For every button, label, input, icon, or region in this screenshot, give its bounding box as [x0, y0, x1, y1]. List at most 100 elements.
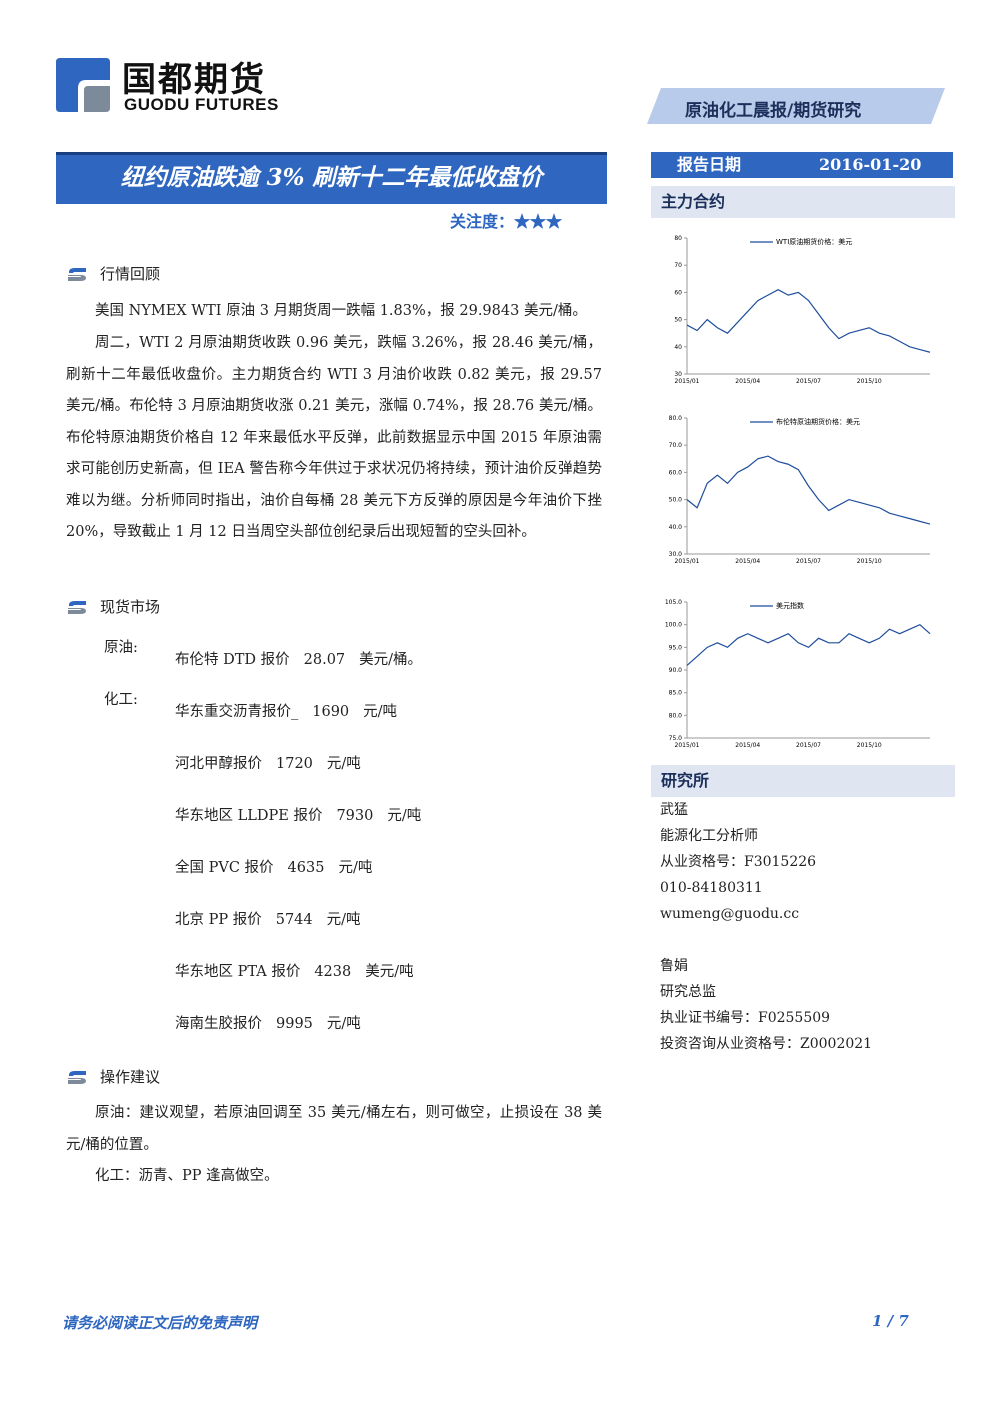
x-tick-label: 2015/01 [675, 742, 700, 749]
paragraph: 周二，WTI 2 月原油期货收跌 0.96 美元，跌幅 3.26%，报 28.4… [66, 335, 602, 540]
legend-label: 布伦特原油期货价格：美元 [776, 417, 860, 426]
y-tick-label: 100.0 [665, 622, 682, 629]
y-tick-label: 30.0 [669, 551, 683, 558]
legend-label: 美元指数 [776, 601, 804, 610]
y-tick-label: 60 [674, 289, 682, 296]
spot-unit: 元/吨 [387, 808, 422, 824]
spot-name: 华东地区 PTA 报价 [175, 964, 301, 980]
y-tick-label: 105.0 [665, 599, 682, 606]
paragraph: 化工：沥青、PP 逢高做空。 [95, 1168, 279, 1184]
spot-name: 华东重交沥青报价_ [175, 704, 299, 720]
y-tick-label: 70.0 [669, 442, 683, 449]
x-tick-label: 2015/07 [796, 742, 821, 749]
analyst-line: 投资咨询从业资格号：Z0002021 [660, 1036, 873, 1052]
disclaimer: 请务必阅读正文后的免责声明 [62, 1314, 258, 1332]
paragraph: 原油：建议观望，若原油回调至 35 美元/桶左右，则可做空，止损设在 38 美元… [66, 1105, 602, 1153]
date-label: 报告日期 [677, 155, 742, 174]
y-tick-label: 90.0 [669, 667, 683, 674]
x-tick-label: 2015/04 [735, 378, 760, 385]
section-title: 操作建议 [100, 1068, 161, 1086]
spot-unit: 美元/吨 [365, 964, 414, 980]
spot-unit: 元/吨 [326, 1016, 361, 1032]
x-tick-label: 2015/10 [857, 558, 882, 565]
title-bar [56, 152, 607, 204]
section-heading: 操作建议 [66, 1066, 160, 1087]
spot-name: 全国 PVC 报价 [175, 860, 274, 876]
date-bar: 报告日期 2016-01-20 [651, 152, 953, 178]
page-number: 1 / 7 [872, 1312, 909, 1330]
logo-en: GUODU FUTURES [124, 95, 279, 114]
x-tick-label: 2015/04 [735, 742, 760, 749]
analyst-line: 能源化工分析师 [660, 828, 758, 844]
analyst-line: wumeng@guodu.cc [660, 906, 800, 922]
analyst-line: 010-84180311 [660, 880, 763, 896]
y-tick-label: 95.0 [669, 644, 683, 651]
section-icon [68, 600, 86, 614]
section-icon [68, 1070, 86, 1084]
attention-stars: ★★★ [514, 212, 563, 231]
analyst-line: 武猛 [660, 802, 688, 818]
tag-shape [647, 88, 945, 124]
spot-label: 原油: [104, 640, 138, 656]
title: 纽约原油跌逾 3% 刷新十二年最低收盘价 [120, 164, 543, 191]
x-tick-label: 2015/10 [857, 742, 882, 749]
legend-label: WTI原油期货价格：美元 [776, 237, 852, 246]
paragraph: 美国 NYMEX WTI 原油 3 月期货周一跌幅 1.83%，报 29.984… [95, 303, 587, 319]
spot-price: 5744 [275, 912, 313, 928]
x-tick-label: 2015/07 [796, 558, 821, 565]
analyst-line: 执业证书编号：F0255509 [660, 1010, 831, 1026]
y-tick-label: 80.0 [669, 712, 683, 719]
y-tick-label: 60.0 [669, 469, 683, 476]
analyst-line: 鲁娟 [660, 958, 688, 974]
x-tick-label: 2015/04 [735, 558, 760, 565]
analyst-line: 从业资格号：F3015226 [660, 854, 817, 870]
spot-price: 28.07 [303, 652, 346, 668]
x-tick-label: 2015/01 [675, 558, 700, 565]
x-tick-label: 2015/07 [796, 378, 821, 385]
report-date: 2016-01-20 [819, 155, 922, 174]
spot-unit: 元/吨 [326, 912, 361, 928]
spot-name: 华东地区 LLDPE 报价 [175, 808, 323, 824]
spot-unit: 美元/桶。 [359, 652, 423, 668]
spot-label: 化工: [104, 692, 138, 708]
y-tick-label: 85.0 [669, 690, 683, 697]
spot-price: 9995 [276, 1016, 313, 1032]
spot-item: 北京 PP 报价 5744 元/吨 [175, 908, 375, 929]
spot-price: 1690 [312, 704, 350, 720]
y-tick-label: 50.0 [669, 497, 683, 504]
line [686, 288, 931, 353]
spot-item: 华东重交沥青报价_ 1690 元/吨 [175, 700, 411, 721]
section-title: 现货市场 [100, 598, 161, 616]
spot-price: 1720 [276, 756, 313, 772]
spot-unit: 元/吨 [326, 756, 361, 772]
chart: 75.0 80.0 85.0 90.0 95.0 100.0 105.0 2015/01 201… [665, 599, 931, 749]
spot-item: 河北甲醇报价 1720 元/吨 [175, 752, 375, 773]
chart: 30.0 40.0 50.0 60.0 70.0 80.0 2015/01 2015/04 20… [669, 415, 931, 565]
y-tick-label: 40.0 [669, 524, 683, 531]
spot-name: 布伦特 DTD 报价 [175, 652, 290, 668]
chart: 30 40 50 60 70 80 2015/01 2015/04 2015/07 2015/10… [674, 235, 931, 385]
attention-label: 关注度： [450, 212, 515, 231]
analyst-line: 研究总监 [660, 984, 716, 1000]
x-tick-label: 2015/10 [857, 378, 882, 385]
line [686, 623, 931, 666]
spot-unit: 元/吨 [363, 704, 398, 720]
spot-unit: 元/吨 [338, 860, 373, 876]
y-tick-label: 80 [674, 235, 682, 242]
spot-item: 布伦特 DTD 报价 28.07 美元/桶。 [175, 648, 436, 669]
attention: 关注度：★★★ [450, 208, 562, 232]
contracts-heading: 主力合约 [651, 186, 955, 218]
spot-price: 7930 [336, 808, 374, 824]
y-tick-label: 30 [674, 371, 682, 378]
research-heading: 研究所 [651, 765, 955, 797]
section-heading: 行情回顾 [66, 263, 160, 284]
spot-item: 华东地区 LLDPE 报价 7930 元/吨 [175, 804, 435, 825]
spot-name: 北京 PP 报价 [175, 912, 262, 928]
y-tick-label: 70 [674, 262, 682, 269]
spot-price: 4635 [287, 860, 325, 876]
line [686, 455, 931, 525]
spot-item: 华东地区 PTA 报价 4238 美元/吨 [175, 960, 428, 981]
y-tick-label: 50 [674, 317, 682, 324]
section-heading: 现货市场 [66, 596, 160, 617]
